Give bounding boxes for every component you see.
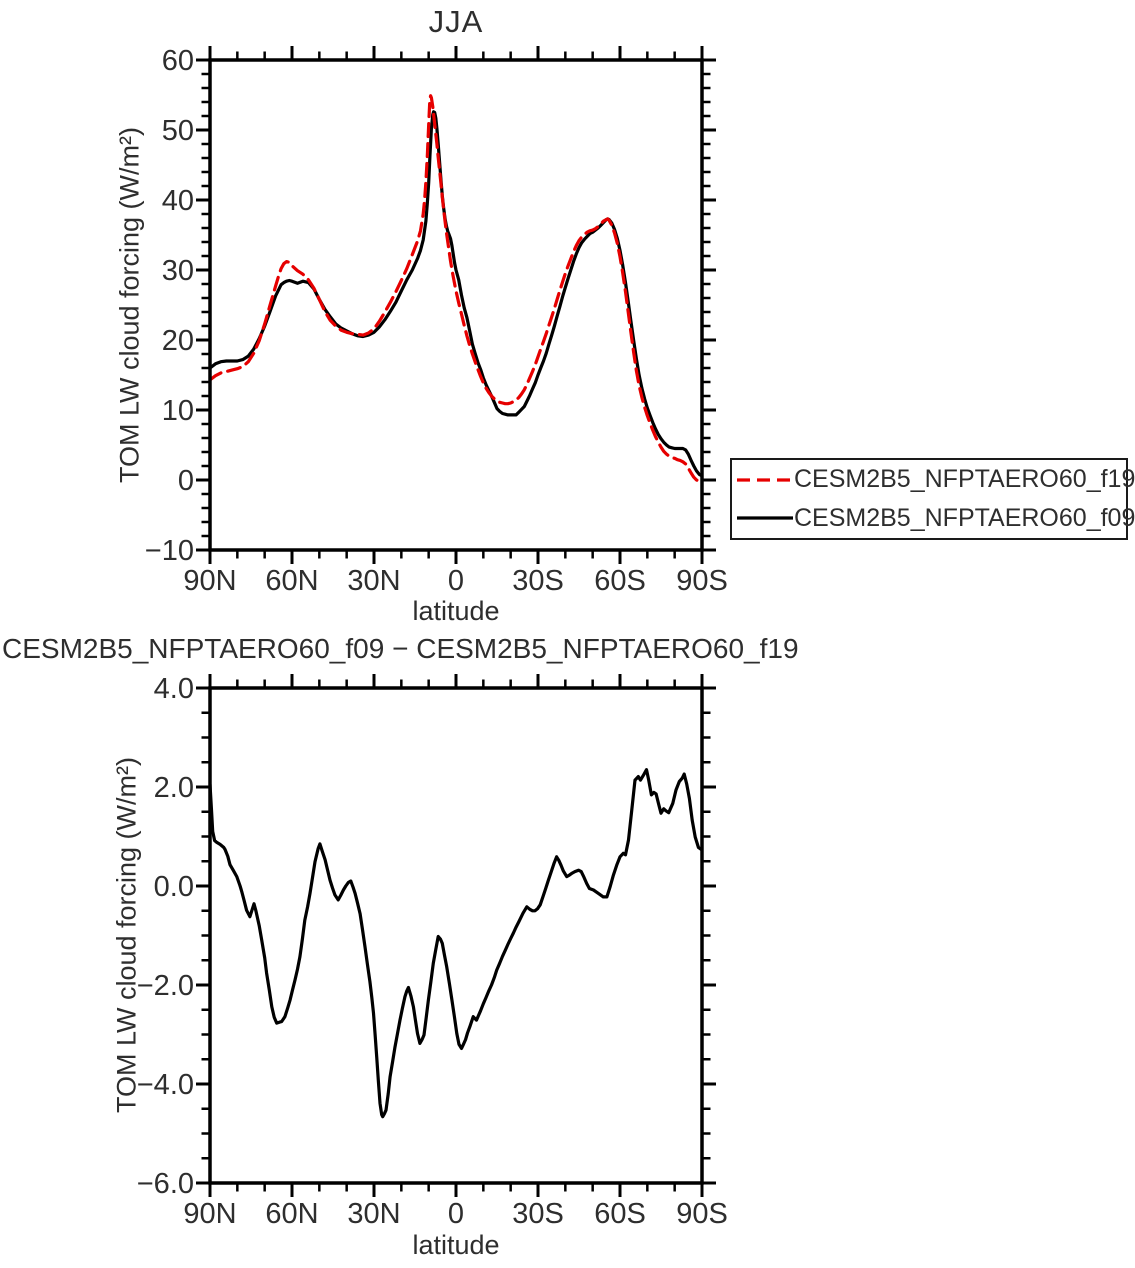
bottom-chart-y-axis-label: TOM LW cloud forcing (W/m²) bbox=[111, 756, 142, 1114]
legend-entry-f19: CESM2B5_NFPTAERO60_f19 bbox=[736, 461, 1135, 499]
top-plot: 90N 60N 30N 0 30S 60S 90S 60 50 40 30 20 10 0 −10 bbox=[145, 45, 728, 597]
x-tick-label: 30N bbox=[347, 565, 400, 597]
top-series-group bbox=[209, 94, 703, 484]
x-tick-label: 90S bbox=[676, 1198, 728, 1230]
y-tick-label: 10 bbox=[162, 395, 194, 427]
top-chart-y-axis-label: TOM LW cloud forcing (W/m²) bbox=[114, 126, 145, 484]
y-tick-label: 0 bbox=[178, 465, 194, 497]
y-tick-label: 2.0 bbox=[154, 772, 194, 804]
y-tick-label: 50 bbox=[162, 115, 194, 147]
y-tick-label: −6.0 bbox=[137, 1168, 194, 1200]
series-line-difference_f09_minus_f19 bbox=[209, 768, 703, 1119]
bottom-chart-x-axis-label: latitude bbox=[412, 1230, 500, 1260]
y-tick-label: −10 bbox=[145, 535, 194, 567]
top-tick-labels: 90N 60N 30N 0 30S 60S 90S 60 50 40 30 20 10 0 −10 bbox=[145, 45, 728, 597]
bottom-tick-labels: 90N 60N 30N 0 30S 60S 90S 4.0 2.0 0.0 −2.0 −4.0 −6.0 bbox=[137, 673, 728, 1230]
legend-label-f09: CESM2B5_NFPTAERO60_f09 bbox=[794, 503, 1135, 532]
series-line-CESM2B5_NFPTAERO60_f19 bbox=[209, 94, 703, 484]
top-chart-x-axis-label: latitude bbox=[412, 596, 500, 626]
y-tick-label: −2.0 bbox=[137, 970, 194, 1002]
x-tick-label: 30S bbox=[512, 565, 564, 597]
x-tick-label: 90N bbox=[183, 1198, 236, 1230]
y-tick-label: 60 bbox=[162, 45, 194, 77]
bottom-axes-ticks bbox=[196, 674, 716, 1197]
x-tick-label: 90S bbox=[676, 565, 728, 597]
legend-label-f19: CESM2B5_NFPTAERO60_f19 bbox=[794, 465, 1135, 494]
legend-solid-line-icon bbox=[737, 516, 793, 520]
x-tick-label: 90N bbox=[183, 565, 236, 597]
x-tick-label: 0 bbox=[448, 565, 464, 597]
y-tick-label: 40 bbox=[162, 185, 194, 217]
bottom-chart-title: CESM2B5_NFPTAERO60_f09 − CESM2B5_NFPTAER… bbox=[2, 633, 799, 664]
legend-dashed-line-icon bbox=[737, 478, 793, 482]
legend-entry-f09: CESM2B5_NFPTAERO60_f09 bbox=[736, 499, 1135, 537]
top-chart-title: JJA bbox=[428, 4, 484, 39]
bottom-frame bbox=[208, 686, 704, 1185]
top-frame bbox=[208, 58, 704, 552]
y-tick-label: −4.0 bbox=[137, 1069, 194, 1101]
x-tick-label: 60N bbox=[265, 1198, 318, 1230]
x-tick-label: 60N bbox=[265, 565, 318, 597]
y-tick-label: 4.0 bbox=[154, 673, 194, 705]
y-tick-label: 0.0 bbox=[154, 871, 194, 903]
legend-box: CESM2B5_NFPTAERO60_f19 CESM2B5_NFPTAERO6… bbox=[730, 458, 1135, 540]
x-tick-label: 0 bbox=[448, 1198, 464, 1230]
x-tick-label: 60S bbox=[594, 565, 646, 597]
y-tick-label: 30 bbox=[162, 255, 194, 287]
bottom-series-group bbox=[209, 768, 703, 1119]
x-tick-label: 60S bbox=[594, 1198, 646, 1230]
y-tick-label: 20 bbox=[162, 325, 194, 357]
bottom-plot: 90N 60N 30N 0 30S 60S 90S 4.0 2.0 0.0 −2.0 −4.0 −6.0 bbox=[137, 673, 728, 1230]
x-tick-label: 30N bbox=[347, 1198, 400, 1230]
x-tick-label: 30S bbox=[512, 1198, 564, 1230]
